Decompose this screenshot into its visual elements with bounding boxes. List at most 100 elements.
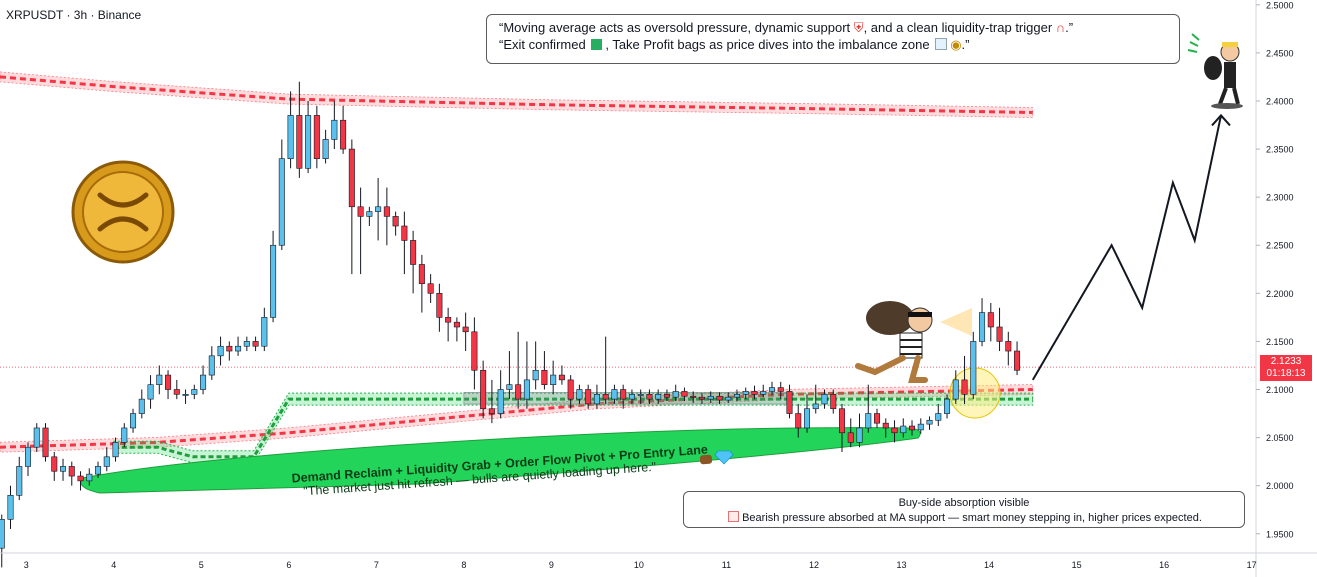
candle (637, 389, 644, 404)
candle-body (182, 394, 189, 396)
candle (1014, 341, 1021, 376)
candle (261, 307, 268, 352)
callout-top-line2b: , Take Profit bags as price dives into t… (605, 37, 930, 52)
candle-body (51, 456, 58, 472)
time-axis: 3 4 5 6 7 8 9 10 11 12 13 14 15 16 17 (0, 552, 1317, 570)
candle-body (0, 519, 5, 549)
candle-body (541, 369, 548, 385)
thief-on-hoverboard-icon (1187, 33, 1243, 109)
candle-body (926, 419, 933, 425)
candle (383, 187, 390, 246)
candle-body (462, 326, 469, 333)
magnet-emoji-icon: ∩ (1055, 20, 1066, 35)
candle-body (331, 119, 338, 140)
candle (392, 211, 399, 236)
candle-body (935, 413, 942, 421)
candle (865, 384, 872, 433)
check-emoji-icon (591, 39, 603, 50)
candle (453, 317, 460, 342)
candle (278, 139, 285, 251)
x-tick-label: 8 (461, 560, 466, 570)
candle (979, 298, 986, 347)
y-tick-label: 2.5000 (1266, 0, 1294, 10)
candle (401, 211, 408, 275)
candle-body (830, 394, 837, 410)
candle (191, 384, 198, 400)
candle (480, 360, 487, 419)
candle (147, 375, 154, 409)
candle (515, 331, 522, 409)
candle (471, 317, 478, 390)
candle (856, 413, 863, 448)
candle-body (165, 374, 172, 390)
candle (322, 129, 329, 164)
y-tick-label: 2.1000 (1266, 385, 1294, 395)
candle (488, 379, 495, 424)
candle (768, 381, 775, 396)
candle (0, 514, 5, 568)
candle-body (480, 369, 487, 410)
x-tick-label: 10 (634, 560, 644, 570)
candle-body (471, 331, 478, 371)
candle (348, 139, 355, 275)
callout-bottom: Buy-side absorption visible Bearish pres… (683, 491, 1245, 528)
y-tick-label: 2.4500 (1266, 48, 1294, 58)
candle (550, 360, 557, 395)
decorations (71, 33, 1243, 383)
candle (112, 437, 119, 462)
candle (270, 230, 277, 323)
candle-body (550, 374, 557, 385)
ma-upper-line (0, 75, 1033, 114)
candle-body (138, 398, 145, 414)
candle (436, 283, 443, 332)
x-tick-label: 11 (722, 560, 731, 570)
candle-body (733, 394, 740, 398)
candle-body (1014, 350, 1021, 371)
candle (235, 336, 242, 356)
candle-body (112, 442, 119, 458)
candle (138, 389, 145, 419)
candle (567, 375, 574, 409)
y-tick-label: 2.3000 (1266, 193, 1294, 203)
callout-top: “Moving average acts as oversold pressur… (486, 14, 1180, 64)
candle-body (287, 115, 294, 159)
candle (156, 365, 163, 395)
candle-body (961, 379, 968, 395)
candle-body (173, 389, 180, 395)
candle-body (716, 395, 723, 401)
candle-body (865, 413, 872, 429)
candle (882, 418, 889, 438)
pro-entry-lane-line (113, 397, 1033, 459)
y-tick-label: 2.1500 (1266, 337, 1294, 347)
candle-body (944, 398, 951, 414)
candle (340, 105, 347, 154)
candle-body (33, 427, 40, 448)
candle (935, 403, 942, 427)
candle-body (243, 341, 250, 347)
ma-lower-band (0, 384, 1034, 453)
candle-body (392, 216, 399, 227)
candle (173, 379, 180, 400)
candle (585, 384, 592, 409)
candle (742, 387, 749, 400)
candle-body (795, 413, 802, 429)
candle (523, 341, 530, 409)
candle (873, 408, 881, 428)
candle-body (803, 408, 811, 429)
candle-body (453, 321, 460, 328)
candle-body (130, 413, 137, 429)
current-price: 2.1233 (1270, 356, 1302, 367)
candle-body (200, 374, 207, 390)
candle (663, 389, 670, 402)
x-tick-label: 7 (374, 560, 379, 570)
candle (95, 461, 102, 478)
candle (576, 384, 583, 404)
candle (558, 365, 565, 385)
candle-body (506, 384, 513, 390)
candle (891, 420, 898, 443)
current-price-label: 2.1233 01:18:13 (1260, 355, 1312, 381)
price-axis: 1.9500 2.0000 2.0500 2.1000 2.1500 2.2000 2.25… (1255, 0, 1317, 577)
callout-bottom-line1: Buy-side absorption visible (898, 497, 1030, 509)
candle-body (777, 387, 784, 392)
